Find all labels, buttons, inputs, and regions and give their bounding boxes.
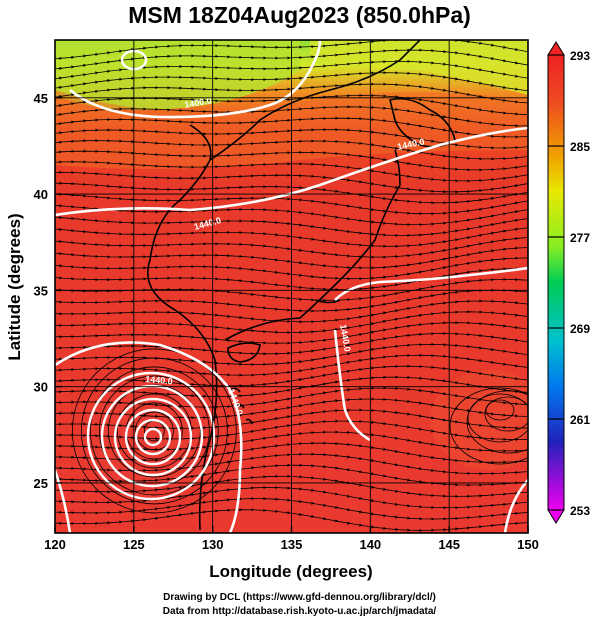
y-tick-label: 45 bbox=[34, 91, 48, 106]
colorbar-tick-label: 293 bbox=[570, 49, 590, 63]
eddy-streamline bbox=[449, 387, 528, 465]
x-axis-label: Longitude (degrees) bbox=[209, 562, 372, 581]
y-tick-label: 35 bbox=[34, 283, 48, 298]
x-tick-label: 140 bbox=[359, 537, 381, 552]
credit-data: Data from http://database.rish.kyoto-u.a… bbox=[162, 606, 437, 617]
x-tick-label: 120 bbox=[44, 537, 66, 552]
colorbar-top-arrow bbox=[547, 41, 565, 56]
streamline bbox=[55, 93, 528, 116]
eddy-streamline bbox=[467, 393, 528, 443]
eddy-streamline bbox=[466, 390, 528, 454]
y-tick-label: 30 bbox=[34, 380, 48, 395]
typhoon-streamline bbox=[71, 348, 237, 514]
eddy-streamline bbox=[484, 396, 528, 432]
y-tick-label: 40 bbox=[34, 187, 48, 202]
typhoon-streamline bbox=[89, 366, 219, 496]
y-tick-label: 25 bbox=[34, 476, 48, 491]
streamline bbox=[55, 82, 528, 104]
typhoon-streamline bbox=[134, 411, 174, 451]
x-tick-label: 130 bbox=[202, 537, 224, 552]
map-title: MSM 18Z04Aug2023 (850.0hPa) bbox=[128, 2, 471, 28]
colorbar: 293 285 277 269 261 253 bbox=[547, 41, 590, 524]
streamline bbox=[55, 508, 528, 533]
x-tick-label: 135 bbox=[281, 537, 303, 552]
contour-label: 1440.0 bbox=[338, 324, 353, 353]
colorbar-bottom-arrow bbox=[547, 509, 565, 524]
contour-label: 1400.0 bbox=[184, 95, 213, 110]
y-axis: 25 30 35 40 45 bbox=[34, 91, 62, 491]
colorbar-tick-label: 285 bbox=[570, 140, 590, 154]
colorbar-tick-label: 277 bbox=[570, 231, 590, 245]
wind-streamlines bbox=[55, 40, 528, 533]
x-tick-label: 150 bbox=[517, 537, 539, 552]
typhoon-rings bbox=[86, 371, 216, 501]
streamline bbox=[55, 71, 528, 92]
colorbar-tick-label: 253 bbox=[570, 504, 590, 518]
typhoon-streamline bbox=[80, 357, 228, 505]
contour-label: 1440.0 bbox=[145, 374, 173, 386]
colorbar-tick-label: 269 bbox=[570, 322, 590, 336]
x-axis: 120 125 130 135 140 145 150 bbox=[44, 526, 539, 552]
x-tick-label: 125 bbox=[123, 537, 145, 552]
x-tick-label: 145 bbox=[438, 537, 460, 552]
streamline bbox=[55, 48, 528, 71]
lat-lon-grid bbox=[55, 40, 528, 533]
colorbar-tick-label: 261 bbox=[570, 413, 590, 427]
credit-drawing: Drawing by DCL (https://www.gfd-dennou.o… bbox=[163, 592, 436, 603]
y-axis-label: Latitude (degrees) bbox=[5, 213, 24, 360]
